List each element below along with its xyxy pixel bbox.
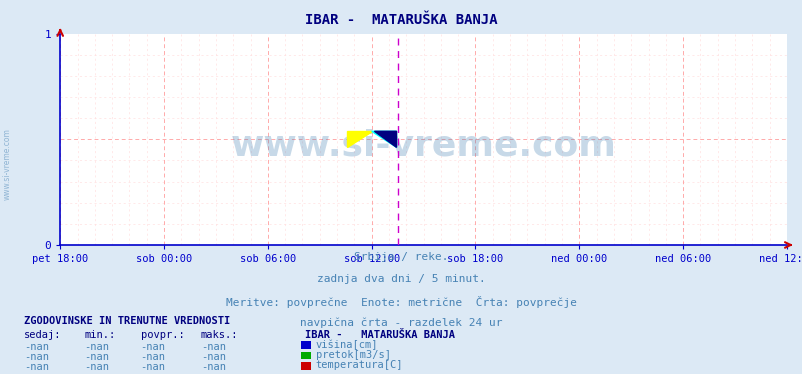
Polygon shape: [346, 131, 371, 147]
Text: -nan: -nan: [200, 352, 225, 362]
Text: www.si-vreme.com: www.si-vreme.com: [230, 129, 616, 163]
Text: maks.:: maks.:: [200, 331, 238, 340]
Text: -nan: -nan: [24, 362, 49, 372]
Text: temperatura[C]: temperatura[C]: [315, 360, 403, 370]
Text: povpr.:: povpr.:: [140, 331, 184, 340]
Text: -nan: -nan: [84, 352, 109, 362]
Text: zadnja dva dni / 5 minut.: zadnja dva dni / 5 minut.: [317, 274, 485, 284]
Text: ZGODOVINSKE IN TRENUTNE VREDNOSTI: ZGODOVINSKE IN TRENUTNE VREDNOSTI: [24, 316, 230, 325]
Text: min.:: min.:: [84, 331, 115, 340]
Text: www.si-vreme.com: www.si-vreme.com: [2, 129, 12, 200]
Polygon shape: [374, 131, 396, 147]
Text: -nan: -nan: [84, 362, 109, 372]
Text: -nan: -nan: [140, 362, 165, 372]
Text: višina[cm]: višina[cm]: [315, 339, 378, 350]
Text: navpična črta - razdelek 24 ur: navpična črta - razdelek 24 ur: [300, 318, 502, 328]
Polygon shape: [371, 131, 396, 147]
Text: -nan: -nan: [140, 352, 165, 362]
Text: -nan: -nan: [24, 342, 49, 352]
Text: -nan: -nan: [84, 342, 109, 352]
Text: pretok[m3/s]: pretok[m3/s]: [315, 350, 390, 360]
Text: -nan: -nan: [24, 352, 49, 362]
Text: sedaj:: sedaj:: [24, 331, 62, 340]
Text: IBAR -   MATARUŠKA BANJA: IBAR - MATARUŠKA BANJA: [305, 331, 455, 340]
Text: Srbija / reke.: Srbija / reke.: [354, 252, 448, 263]
Text: -nan: -nan: [200, 362, 225, 372]
Text: IBAR -  MATARUŠKA BANJA: IBAR - MATARUŠKA BANJA: [305, 13, 497, 27]
Text: -nan: -nan: [140, 342, 165, 352]
Text: -nan: -nan: [200, 342, 225, 352]
Text: Meritve: povprečne  Enote: metrične  Črta: povprečje: Meritve: povprečne Enote: metrične Črta:…: [225, 296, 577, 308]
